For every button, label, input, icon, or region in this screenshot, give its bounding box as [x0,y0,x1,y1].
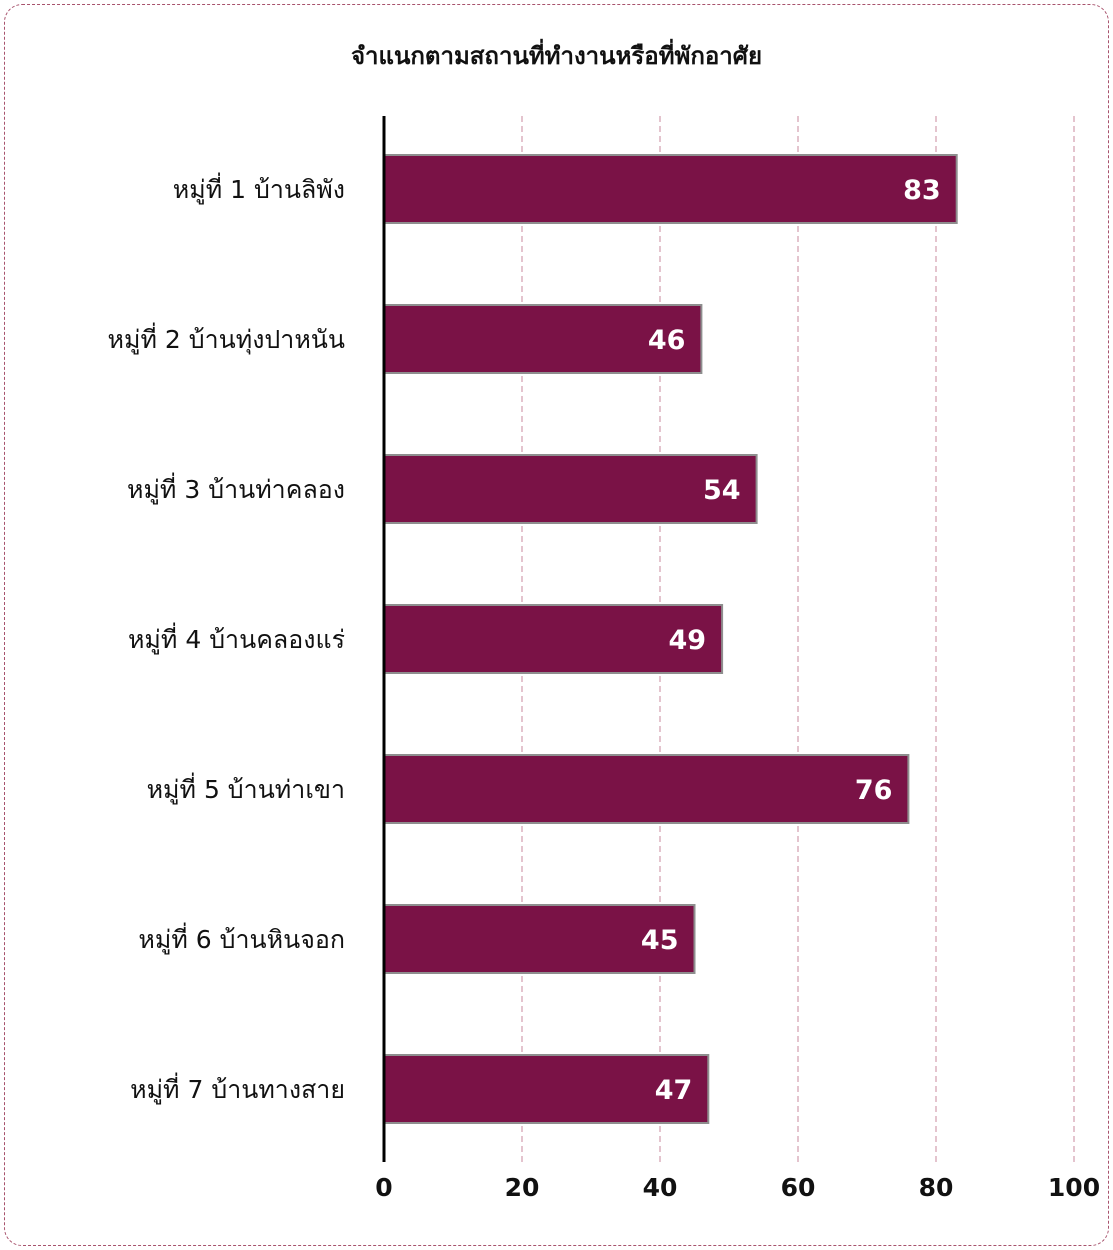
x-tick-label-100: 100 [1048,1173,1100,1202]
bar-4 [383,604,724,674]
bar-2 [383,304,703,374]
value-label-3: 54 [703,475,741,506]
category-label-3: หมู่ที่ 3 บ้านท่าคลอง [127,472,345,505]
chart-title: จำแนกตามสถานที่ทำงานหรือที่พักอาศัย [350,42,763,70]
category-label-6: หมู่ที่ 6 บ้านหินจอก [138,922,345,955]
x-tick-label-80: 80 [919,1173,954,1202]
value-label-7: 47 [655,1075,693,1106]
bar-3 [383,454,758,524]
chart-frame [4,4,1109,1246]
bar-6 [383,904,696,974]
bar-1 [383,154,958,224]
value-label-4: 49 [669,625,707,656]
category-label-7: หมู่ที่ 7 บ้านทางสาย [130,1072,345,1105]
category-label-1: หมู่ที่ 1 บ้านลิพัง [173,172,345,205]
x-tick-label-0: 0 [375,1173,392,1202]
category-label-2: หมู่ที่ 2 บ้านทุ่งปาหนัน [108,322,346,355]
value-label-1: 83 [903,175,941,206]
value-label-2: 46 [648,325,686,356]
x-tick-label-60: 60 [781,1173,816,1202]
labels: 83 หมู่ที่ 1 บ้านลิพัง 46 หมู่ที่ 2 บ้านทุ่… [108,172,1101,1202]
category-label-4: หมู่ที่ 4 บ้านคลองแร่ [128,622,345,655]
x-tick-label-40: 40 [643,1173,678,1202]
value-label-5: 76 [855,775,893,806]
category-label-5: หมู่ที่ 5 บ้านท่าเขา [147,772,345,805]
x-tick-label-20: 20 [505,1173,540,1202]
bar-5 [383,754,910,824]
bar-7 [383,1054,710,1124]
value-label-6: 45 [641,925,679,956]
